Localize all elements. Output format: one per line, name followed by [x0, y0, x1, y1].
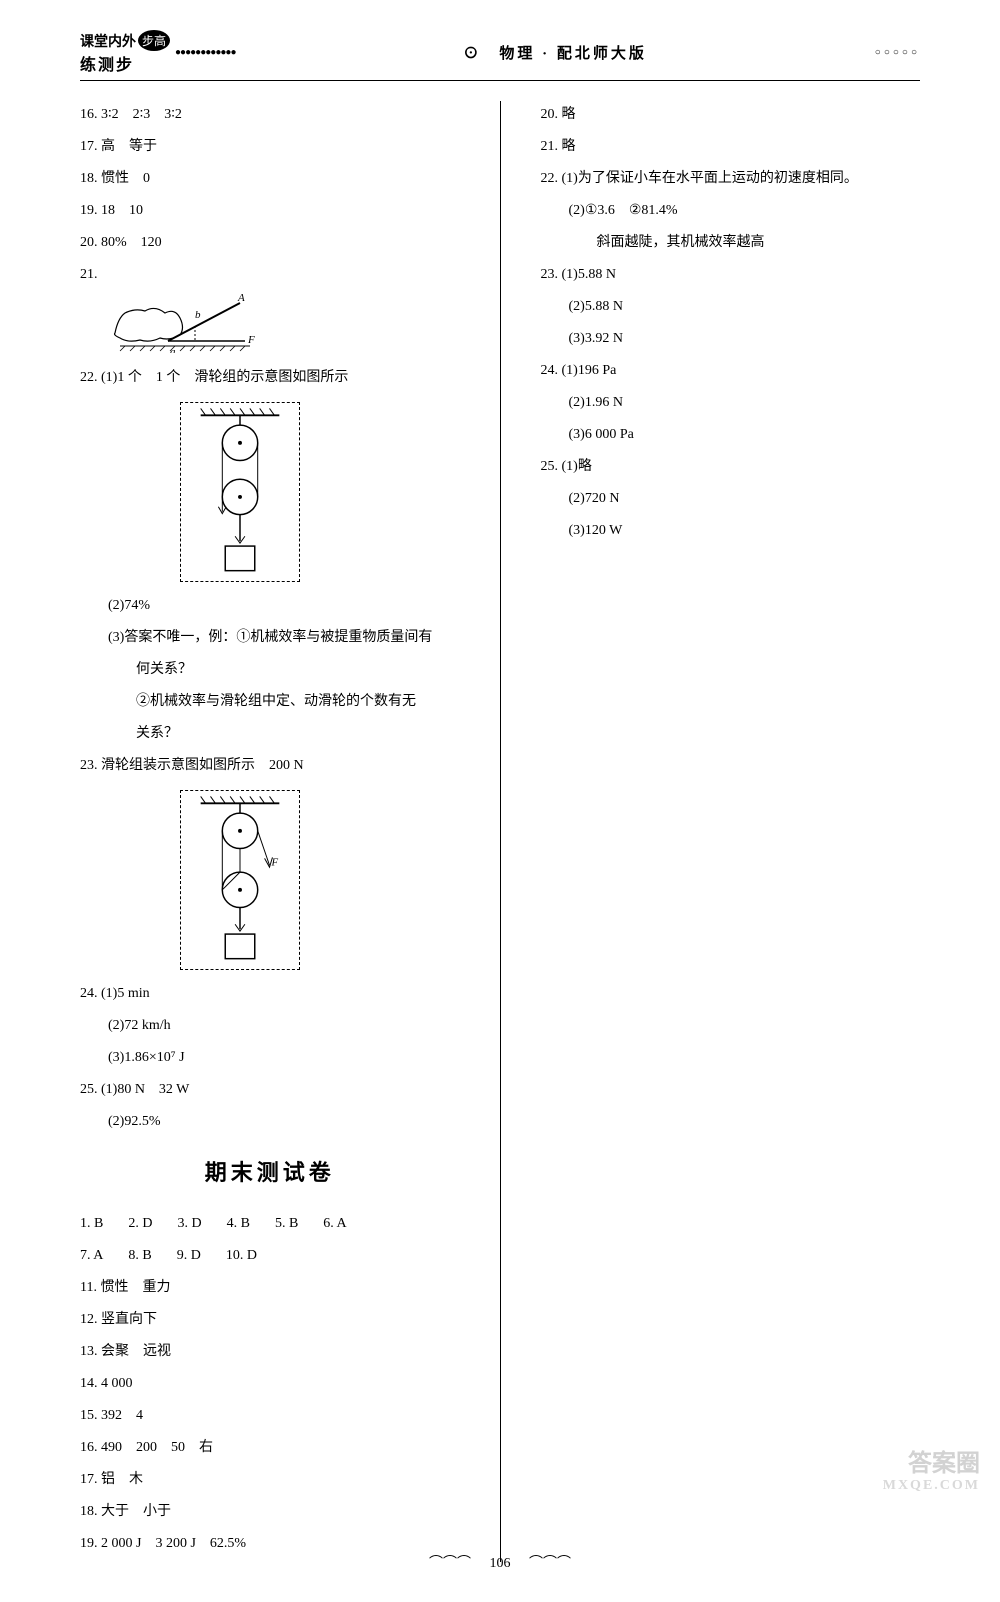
answer-b11: 11. 惯性 重力: [80, 1274, 460, 1302]
answer-24-2: (2)72 km/h: [80, 1012, 460, 1040]
answer-22-3d: 关系？: [80, 720, 460, 748]
mc-6: 6. A: [323, 1210, 346, 1238]
answer-24-3: (3)1.86×10⁷ J: [80, 1044, 460, 1072]
header-left: 课堂内外 步高 练测步 ●●●●●●●●●●●●: [80, 30, 236, 75]
answer-22-3c: ②机械效率与滑轮组中定、动滑轮的个数有无: [80, 688, 460, 716]
answer-r25-2: (2)720 N: [541, 485, 921, 513]
mc-10: 10. D: [226, 1242, 257, 1270]
answer-r22-3: 斜面越陡，其机械效率越高: [541, 229, 921, 257]
left-column: 16. 3∶2 2∶3 3∶2 17. 高 等于 18. 惯性 0 19. 18…: [80, 101, 460, 1562]
answer-16: 16. 3∶2 2∶3 3∶2: [80, 101, 460, 129]
answer-22-3b: 何关系？: [80, 656, 460, 684]
section-title-final-exam: 期末测试卷: [80, 1151, 460, 1195]
answer-r21: 21. 略: [541, 133, 921, 161]
answer-r25-3: (3)120 W: [541, 517, 921, 545]
mc-4: 4. B: [227, 1210, 250, 1238]
answer-r24-3: (3)6 000 Pa: [541, 421, 921, 449]
lever-label-A: A: [237, 293, 245, 304]
page-number: 106: [475, 1556, 526, 1572]
header-center-title: ⊙ 物理 · 配北师大版: [463, 42, 647, 63]
content-area: 16. 3∶2 2∶3 3∶2 17. 高 等于 18. 惯性 0 19. 18…: [80, 101, 920, 1562]
answer-r23-3: (3)3.92 N: [541, 325, 921, 353]
mc-7: 7. A: [80, 1242, 103, 1270]
page-header: 课堂内外 步高 练测步 ●●●●●●●●●●●● ⊙ 物理 · 配北师大版 ○○…: [80, 30, 920, 81]
page-decoration-right: ⌒⌒⌒: [529, 1556, 571, 1571]
answer-22-3a: (3)答案不唯一，例：①机械效率与被提重物质量间有: [80, 624, 460, 652]
answer-21: 21.: [80, 261, 460, 289]
brand-bottom-text: 练测步: [80, 51, 170, 75]
answer-25-1: 25. (1)80 N 32 W: [80, 1076, 460, 1104]
answer-r23-2: (2)5.88 N: [541, 293, 921, 321]
watermark-main: 答案圈: [883, 1443, 980, 1478]
answer-b15: 15. 392 4: [80, 1402, 460, 1430]
watermark-sub: MXQE.COM: [883, 1478, 980, 1494]
answer-17: 17. 高 等于: [80, 133, 460, 161]
answer-25-2: (2)92.5%: [80, 1108, 460, 1136]
mc-row-2: 7. A 8. B 9. D 10. D: [80, 1242, 460, 1270]
answer-r24-2: (2)1.96 N: [541, 389, 921, 417]
header-dots-icon: ●●●●●●●●●●●●: [175, 47, 235, 58]
lever-label-F: F: [247, 334, 255, 346]
answer-r20: 20. 略: [541, 101, 921, 129]
answer-22-2: (2)74%: [80, 592, 460, 620]
answer-b13: 13. 会聚 远视: [80, 1338, 460, 1366]
answer-20: 20. 80% 120: [80, 229, 460, 257]
mc-3: 3. D: [177, 1210, 201, 1238]
mc-8: 8. B: [128, 1242, 151, 1270]
mc-5: 5. B: [275, 1210, 298, 1238]
watermark: 答案圈 MXQE.COM: [883, 1443, 980, 1494]
brand-logo-badge: 步高: [138, 30, 170, 51]
page-decoration-left: ⌒⌒⌒: [429, 1556, 471, 1571]
header-brand-block: 课堂内外 步高 练测步: [80, 30, 170, 75]
answer-18: 18. 惯性 0: [80, 165, 460, 193]
lever-diagram: A b F a: [110, 293, 260, 353]
pulley-diagram-1: [180, 402, 300, 582]
answer-b18: 18. 大于 小于: [80, 1498, 460, 1526]
answer-b17: 17. 铝 木: [80, 1466, 460, 1494]
column-divider: [500, 101, 501, 1562]
pulley-diagram-2: F: [180, 790, 300, 970]
page-container: 课堂内外 步高 练测步 ●●●●●●●●●●●● ⊙ 物理 · 配北师大版 ○○…: [0, 0, 1000, 1602]
header-right-dots: ○○○○○: [875, 47, 920, 58]
mc-row-1: 1. B 2. D 3. D 4. B 5. B 6. A: [80, 1210, 460, 1238]
brand-top-text: 课堂内外: [80, 31, 136, 51]
answer-22-1: 22. (1)1 个 1 个 滑轮组的示意图如图所示: [80, 364, 460, 392]
answer-r22-2: (2)①3.6 ②81.4%: [541, 197, 921, 225]
mc-9: 9. D: [177, 1242, 201, 1270]
page-footer: ⌒⌒⌒ 106 ⌒⌒⌒: [0, 1552, 1000, 1572]
answer-r23-1: 23. (1)5.88 N: [541, 261, 921, 289]
right-column: 20. 略 21. 略 22. (1)为了保证小车在水平面上运动的初速度相同。 …: [541, 101, 921, 1562]
svg-text:F: F: [270, 856, 278, 868]
answer-19: 19. 18 10: [80, 197, 460, 225]
answer-r22-1: 22. (1)为了保证小车在水平面上运动的初速度相同。: [541, 165, 921, 193]
answer-23: 23. 滑轮组装示意图如图所示 200 N: [80, 752, 460, 780]
answer-r24-1: 24. (1)196 Pa: [541, 357, 921, 385]
answer-24-1: 24. (1)5 min: [80, 980, 460, 1008]
lever-label-a: a: [170, 346, 176, 353]
lever-label-b: b: [195, 309, 201, 321]
answer-r25-1: 25. (1)略: [541, 453, 921, 481]
mc-1: 1. B: [80, 1210, 103, 1238]
answer-b12: 12. 竖直向下: [80, 1306, 460, 1334]
answer-b16: 16. 490 200 50 右: [80, 1434, 460, 1462]
answer-b14: 14. 4 000: [80, 1370, 460, 1398]
mc-2: 2. D: [128, 1210, 152, 1238]
